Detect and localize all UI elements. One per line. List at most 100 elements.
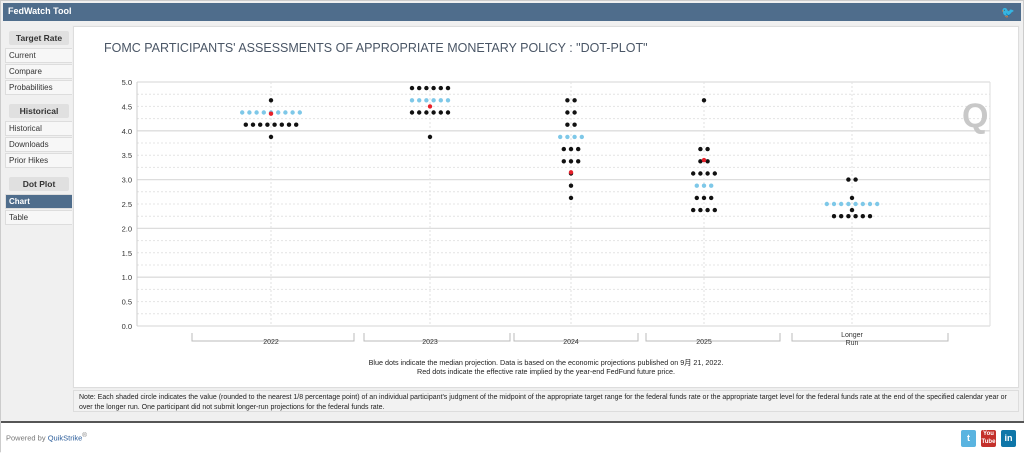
participant-dot [705, 146, 710, 152]
participant-dot [572, 122, 577, 127]
sidebar-item-downloads[interactable]: Downloads [5, 137, 73, 152]
sidebar-item-table[interactable]: Table [5, 210, 73, 225]
participant-dot [417, 110, 422, 115]
median-dot [261, 110, 266, 115]
sidebar: Target Rate Current Compare Probabilities Hi… [5, 29, 73, 232]
participant-dot [572, 98, 577, 103]
y-tick-label: 0.5 [122, 298, 132, 307]
y-tick-label: 2.0 [122, 224, 132, 233]
participant-dot [565, 98, 570, 103]
sidebar-item-compare[interactable]: Compare [5, 64, 73, 79]
dot-plot-chart: 0.0 0.5 1.0 1.5 2.0 2.5 3.0 3.5 4.0 4.5 5.0 2022 202… [122, 78, 991, 347]
median-dot [694, 183, 699, 188]
participant-dot [561, 159, 566, 164]
participant-dot [712, 207, 717, 213]
participant-dot [849, 195, 855, 201]
sidebar-item-prior-hikes[interactable]: Prior Hikes [5, 153, 73, 168]
median-dot [297, 110, 302, 115]
median-dot [290, 110, 295, 115]
footnote: Note: Each shaded circle indicates the v… [73, 390, 1019, 412]
category-bracket [363, 333, 511, 342]
participant-dot [409, 85, 415, 91]
participant-dot [294, 122, 299, 127]
twitter-icon[interactable]: 🐦 [1001, 7, 1015, 19]
median-dot [247, 110, 252, 115]
participant-dot [568, 195, 574, 201]
futures-implied-dot [568, 170, 574, 175]
participant-dot [565, 122, 570, 127]
participant-dot [691, 171, 696, 176]
participant-dot [568, 146, 574, 152]
median-dot [417, 98, 422, 103]
participant-dot [712, 171, 717, 176]
sidebar-item-chart[interactable]: Chart [5, 194, 73, 209]
participant-dot [424, 110, 429, 115]
median-dot [831, 201, 837, 207]
category-bracket [513, 333, 639, 342]
participant-dot [268, 98, 274, 103]
median-dot [276, 110, 281, 115]
y-tick-label: 1.5 [122, 249, 132, 258]
y-tick-label: 3.0 [122, 176, 132, 185]
category-bracket [791, 333, 949, 342]
sidebar-item-probabilities[interactable]: Probabilities [5, 80, 73, 95]
caption-line-2: Red dots indicate the effective rate imp… [417, 367, 675, 376]
median-dot [445, 98, 451, 103]
median-dot [824, 201, 829, 207]
twitter-share-icon[interactable]: t [961, 430, 976, 447]
x-tick-label: 2023 [422, 339, 438, 346]
participant-dot [701, 98, 707, 103]
median-dot [431, 98, 436, 103]
participant-dot [694, 195, 699, 201]
futures-implied-dot [701, 157, 707, 163]
participant-dot [831, 214, 837, 219]
app-title: FedWatch Tool [8, 6, 72, 16]
sidebar-heading: Dot Plot [9, 177, 69, 191]
category-bracket [645, 333, 781, 342]
participant-dot [286, 122, 292, 127]
participant-dot [258, 122, 263, 127]
sidebar-item-historical[interactable]: Historical [5, 121, 73, 136]
median-dot [709, 183, 714, 188]
youtube-icon[interactable]: You Tube [981, 430, 996, 447]
participant-dot [705, 207, 710, 213]
powered-by: Powered by QuikStrike® [6, 432, 87, 443]
median-dot [875, 201, 880, 207]
participant-dot [698, 159, 703, 164]
quikstrike-link[interactable]: QuikStrike [47, 433, 83, 443]
y-tick-label: 3.5 [122, 151, 132, 160]
y-tick-label: 5.0 [122, 78, 132, 87]
median-dot [438, 98, 443, 103]
participant-dot [438, 110, 443, 115]
median-dot [565, 134, 570, 140]
participant-dot [839, 214, 844, 219]
participant-dot [279, 122, 284, 127]
x-tick-label: 2024 [563, 339, 579, 346]
participant-dot [867, 214, 873, 219]
y-tick-label: 0.0 [122, 322, 132, 331]
participant-dot [445, 85, 451, 91]
participant-dot [445, 110, 451, 115]
participant-dot [853, 214, 858, 219]
participant-dot [431, 85, 436, 91]
participant-dot [250, 122, 256, 127]
chart-title: FOMC PARTICIPANTS' ASSESSMENTS OF APPROP… [104, 41, 648, 55]
category-bracket [191, 333, 355, 342]
median-dot [283, 110, 288, 115]
participant-dot [705, 159, 710, 164]
participant-dot [427, 134, 433, 140]
participant-dot [709, 195, 714, 201]
sidebar-item-current[interactable]: Current [5, 48, 73, 63]
y-tick-label: 1.0 [122, 273, 132, 282]
participant-dot [268, 134, 274, 140]
sidebar-heading: Historical [9, 104, 69, 118]
participant-dot [272, 122, 277, 127]
median-dot [424, 98, 429, 103]
median-dot [572, 134, 577, 140]
participant-dot [846, 214, 851, 219]
median-dot [240, 110, 245, 115]
median-dot [846, 201, 851, 207]
footer: Powered by QuikStrike® t You Tube in [1, 421, 1024, 453]
participant-dot [698, 171, 703, 176]
linkedin-icon[interactable]: in [1001, 430, 1016, 447]
